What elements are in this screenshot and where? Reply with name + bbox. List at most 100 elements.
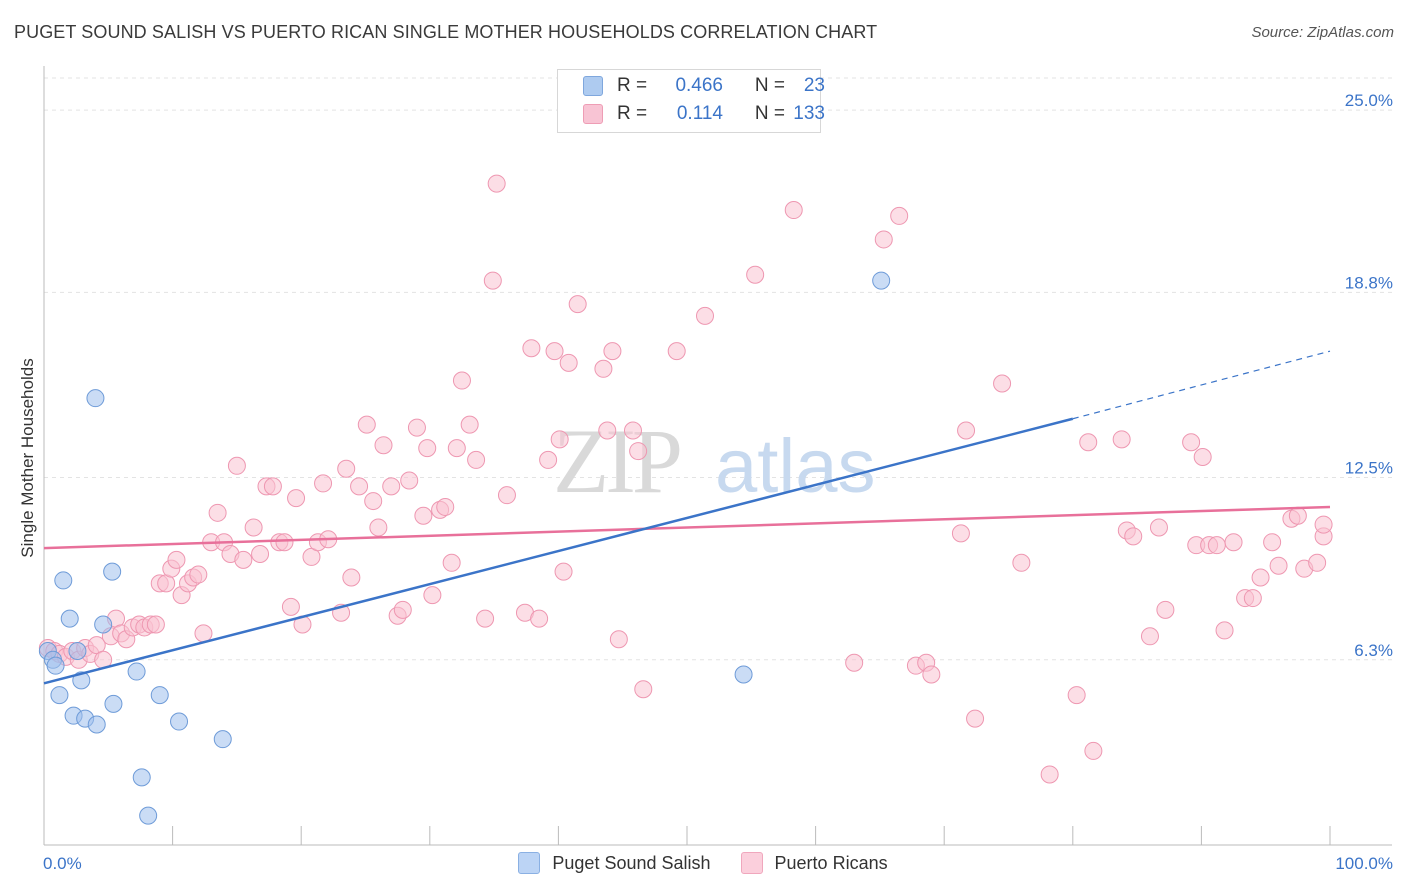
puerto-rican-point <box>951 524 970 543</box>
puerto-rican-point <box>287 489 306 508</box>
x-tick-label: 0.0% <box>43 854 82 873</box>
puerto-rican-point <box>784 201 803 220</box>
puerto-rican-point <box>407 418 426 437</box>
puerto-rican-point <box>194 624 213 643</box>
stats-r-label: R = <box>617 75 648 96</box>
salish-point <box>50 686 69 705</box>
puerto-rican-point <box>436 497 455 516</box>
puerto-rican-point <box>167 550 186 569</box>
salish-point <box>54 571 73 590</box>
puerto-rican-point <box>623 421 642 440</box>
puerto-rican-point <box>1288 506 1307 525</box>
puerto-rican-point <box>1140 627 1159 646</box>
puerto-rican-point <box>393 600 412 619</box>
puerto-rican-point <box>966 709 985 728</box>
salish-point <box>60 609 79 628</box>
puerto-rican-point <box>400 471 419 490</box>
puerto-rican-point <box>1182 433 1201 452</box>
puerto-rican-point <box>382 477 401 496</box>
puerto-rican-point <box>667 342 686 361</box>
series-puerto-ricans <box>38 174 1333 784</box>
stats-row-salish: R = 0.466 N = 23 <box>583 74 825 98</box>
puerto-rican-point <box>554 562 573 581</box>
puerto-rican-point <box>1040 765 1059 784</box>
legend-item-puget-sound-salish[interactable]: Puget Sound Salish <box>518 852 711 874</box>
stats-n-value: 133 <box>793 103 825 124</box>
stats-n-value: 23 <box>803 75 825 96</box>
salish-point <box>150 686 169 705</box>
puerto-rican-point <box>1112 430 1131 449</box>
puerto-rican-point <box>251 544 270 563</box>
stats-row-puerto-ricans: R = 0.114 N = 133 <box>583 102 825 126</box>
puerto-rican-point <box>545 342 564 361</box>
puerto-rican-point <box>227 456 246 475</box>
series-legend: Puget Sound Salish Puerto Ricans <box>0 852 1406 874</box>
puerto-rican-point <box>497 486 516 505</box>
salish-point <box>86 389 105 408</box>
salish-point <box>734 665 753 684</box>
salish-trend-extension <box>1072 350 1331 420</box>
puerto-rican-point <box>467 450 486 469</box>
stats-swatch-puerto-ricans <box>583 104 603 124</box>
puerto-rican-point <box>609 630 628 649</box>
stats-r-label: R = <box>617 103 648 124</box>
puerto-rican-point <box>1243 589 1262 608</box>
puerto-rican-point <box>342 568 361 587</box>
stats-n-label: N = <box>754 75 785 96</box>
salish-point <box>72 671 91 690</box>
puerto-rican-point <box>146 615 165 634</box>
puerto-rican-point <box>530 609 549 628</box>
legend-swatch-puerto-ricans <box>740 852 763 874</box>
puerto-rican-point <box>634 680 653 699</box>
puerto-rican-point <box>1156 600 1175 619</box>
stats-r-value: 0.114 <box>676 103 723 124</box>
puerto-rican-point <box>364 492 383 511</box>
puerto-rican-point <box>550 430 569 449</box>
puerto-rican-point <box>337 459 356 478</box>
puerto-rican-point <box>890 206 909 225</box>
puerto-rican-point <box>275 533 294 552</box>
legend-label-puerto-ricans: Puerto Ricans <box>774 852 888 873</box>
legend-swatch-salish <box>518 852 541 874</box>
puerto-rican-point <box>957 421 976 440</box>
grid-layer <box>44 77 1392 661</box>
legend-item-puerto-ricans[interactable]: Puerto Ricans <box>740 852 888 874</box>
puerto-rican-point <box>746 265 765 284</box>
puerto-rican-point <box>922 665 941 684</box>
puerto-rican-point <box>350 477 369 496</box>
puerto-rican-point <box>1193 447 1212 466</box>
puerto-rican-point <box>1314 515 1333 534</box>
puerto-rican-point <box>1084 741 1103 760</box>
puerto-rican-point <box>1012 553 1031 572</box>
puerto-rican-point <box>522 339 541 358</box>
puerto-rican-point <box>1308 553 1327 572</box>
y-tick-label: 12.5% <box>1345 459 1393 478</box>
stats-swatch-salish <box>583 76 603 96</box>
legend-label-salish: Puget Sound Salish <box>552 852 711 873</box>
source-credit: Source: ZipAtlas.com <box>1251 24 1394 41</box>
puerto-rican-point <box>189 565 208 584</box>
y-tick-label: 18.8% <box>1345 273 1393 292</box>
puerto-rican-point <box>568 295 587 314</box>
x-tick-label: 100.0% <box>1335 854 1393 873</box>
y-axis-label: Single Mother Households <box>18 358 37 558</box>
puerto-rican-point <box>874 230 893 249</box>
puerto-rican-point <box>559 353 578 372</box>
puerto-rican-point <box>1251 568 1270 587</box>
trend-lines <box>43 350 1331 685</box>
puerto-rican-point <box>1124 527 1143 546</box>
salish-point <box>87 715 106 734</box>
puerto-rican-point <box>452 371 471 390</box>
puerto-rican-point <box>696 306 715 325</box>
salish-point <box>46 656 65 675</box>
puerto-rican-point <box>845 653 864 672</box>
puerto-rican-point <box>281 597 300 616</box>
puerto-rican-point <box>208 503 227 522</box>
salish-point <box>170 712 189 731</box>
salish-point <box>68 641 87 660</box>
puerto-ricans-trend-line <box>43 505 1331 550</box>
salish-point <box>213 730 232 749</box>
salish-point <box>127 662 146 681</box>
puerto-rican-point <box>1224 533 1243 552</box>
puerto-rican-point <box>423 586 442 605</box>
